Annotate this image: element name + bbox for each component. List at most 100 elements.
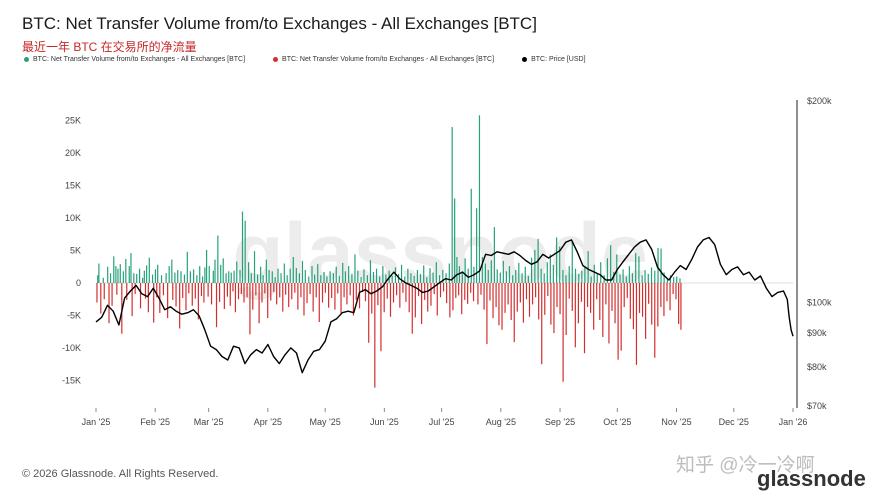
inflow-bar — [283, 263, 285, 283]
y-axis-tick-label: -10K — [62, 343, 81, 353]
outflow-bar — [635, 283, 638, 365]
inflow-bar — [165, 273, 167, 283]
outflow-bar — [405, 283, 407, 302]
outflow-bar — [544, 283, 546, 315]
inflow-bar — [600, 262, 602, 283]
inflow-bar — [360, 277, 362, 283]
inflow-bar — [574, 268, 577, 283]
outflow-bar — [498, 283, 500, 326]
inflow-bar — [119, 264, 121, 283]
inflow-bar — [280, 273, 282, 283]
outflow-bar — [267, 283, 269, 319]
inflow-bar — [578, 273, 580, 283]
inflow-bar — [556, 237, 558, 283]
inflow-bar — [647, 273, 649, 283]
inflow-bar — [571, 242, 573, 283]
outflow-bar — [191, 283, 193, 306]
outflow-bar — [291, 283, 293, 300]
inflow-bar — [669, 275, 672, 283]
outflow-bar — [288, 283, 290, 308]
inflow-bar — [177, 270, 179, 283]
inflow-bar — [109, 273, 112, 283]
outflow-bar — [318, 283, 320, 322]
outflow-bar — [309, 283, 311, 295]
outflow-bar — [421, 283, 423, 324]
outflow-bar — [660, 283, 662, 308]
outflow-bar — [402, 283, 404, 293]
inflow-bar — [375, 268, 378, 283]
inflow-bar — [250, 273, 252, 283]
inflow-bar — [208, 266, 210, 283]
outflow-bar — [273, 283, 275, 293]
legend-item-inflow[interactable]: BTC: Net Transfer Volume from/to Exchang… — [24, 56, 245, 63]
inflow-bar — [295, 268, 297, 283]
outflow-bar — [629, 283, 631, 319]
outflow-bar — [458, 283, 460, 296]
inflow-bar — [228, 271, 230, 283]
inflow-bar — [610, 245, 612, 283]
outflow-bar — [185, 283, 187, 311]
inflow-bar — [400, 264, 403, 283]
outflow-bar — [680, 283, 682, 330]
inflow-bar — [154, 269, 157, 283]
outflow-bar — [547, 283, 549, 296]
outflow-bar — [657, 283, 659, 327]
inflow-bar — [638, 256, 640, 283]
inflow-bar — [593, 264, 595, 283]
x-axis-tick-label: Oct '25 — [603, 417, 631, 427]
outflow-bar — [617, 283, 619, 360]
outflow-bar — [596, 283, 598, 300]
inflow-bar — [142, 277, 144, 283]
outflow-bar — [159, 283, 161, 313]
outflow-bar — [531, 283, 534, 305]
outflow-bar — [232, 283, 234, 292]
inflow-bar — [534, 249, 536, 283]
inflow-bar — [404, 276, 406, 283]
outflow-bar — [593, 283, 595, 330]
outflow-bar — [504, 283, 506, 313]
x-axis-tick-label: Jan '26 — [779, 417, 808, 427]
outflow-bar — [433, 283, 435, 295]
inflow-bar — [268, 270, 270, 283]
outflow-bar — [374, 283, 376, 388]
outflow-bar — [240, 283, 242, 295]
legend-item-outflow[interactable]: BTC: Net Transfer Volume from/to Exchang… — [273, 56, 494, 63]
outflow-bar — [100, 283, 102, 314]
outflow-bar — [446, 283, 448, 304]
inflow-bar — [429, 268, 431, 283]
inflow-bar — [372, 271, 375, 283]
outflow-bar — [586, 283, 589, 308]
x-axis-tick-label: May '25 — [310, 417, 341, 427]
outflow-bar — [264, 283, 266, 294]
outflow-bar — [352, 283, 355, 316]
inflow-bar — [201, 276, 204, 283]
inflow-bar — [115, 266, 117, 283]
inflow-bar — [666, 277, 668, 283]
outflow-bar — [349, 283, 351, 296]
outflow-bar — [525, 283, 528, 300]
inflow-bar — [635, 253, 637, 283]
inflow-bar — [256, 274, 259, 283]
outflow-bar — [449, 283, 451, 318]
outflow-bar — [614, 283, 616, 324]
inflow-bar — [435, 262, 437, 283]
outflow-bar — [194, 283, 196, 299]
inflow-bar — [217, 235, 219, 283]
outflow-bar — [255, 283, 257, 296]
outflow-bar — [666, 283, 668, 302]
outflow-bar — [252, 283, 254, 310]
inflow-bar — [518, 262, 520, 283]
outflow-bar — [139, 283, 142, 309]
inflow-bar — [464, 258, 466, 283]
outflow-bar — [144, 283, 147, 299]
x-axis-tick-label: Feb '25 — [140, 417, 170, 427]
inflow-bar — [289, 268, 291, 283]
legend-item-price[interactable]: BTC: Price [USD] — [522, 56, 586, 63]
inflow-bar — [628, 266, 630, 283]
zhihu-watermark: 知乎 @冷一冷啊 — [676, 455, 815, 476]
inflow-bar — [301, 260, 304, 283]
outflow-bar — [197, 283, 199, 320]
inflow-bar — [122, 271, 124, 283]
inflow-bar — [199, 266, 201, 283]
inflow-bar — [357, 270, 359, 283]
